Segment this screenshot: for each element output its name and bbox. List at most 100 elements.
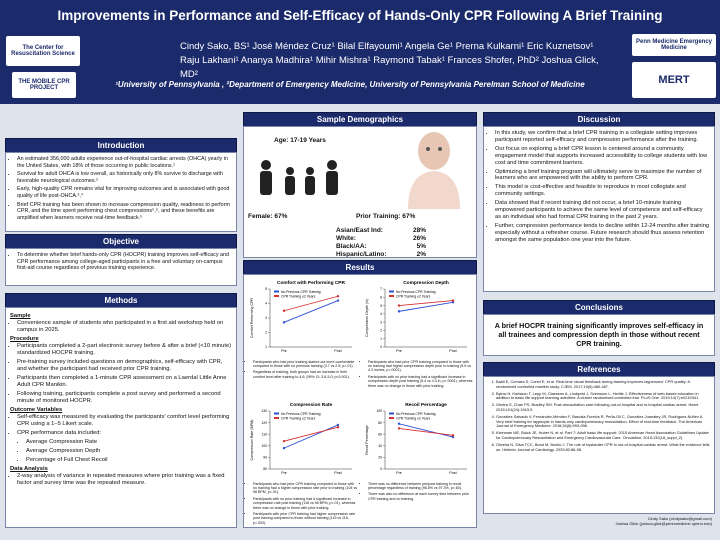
- section-header: Results: [243, 260, 477, 275]
- series-line: [398, 423, 454, 438]
- results-box: Comfort with Performing CPR Comfort Perfo…: [243, 274, 477, 528]
- point: [451, 434, 455, 437]
- legend-swatch: [274, 290, 279, 293]
- y-tick-label: 5: [265, 287, 267, 291]
- legend-swatch: [389, 290, 394, 293]
- chart-title: Compression Depth: [403, 280, 449, 286]
- legend-label: CPR Training ≤2 Years: [396, 416, 431, 420]
- y-tick-label: 80: [263, 467, 267, 471]
- legend-swatch: [389, 417, 394, 419]
- ethnicity-value: 26%: [412, 235, 426, 242]
- note: Participants who had prior training star…: [253, 360, 358, 369]
- chart-notes: There was no difference between pre/post…: [363, 482, 473, 502]
- point: [451, 299, 455, 302]
- ethnicity-row: Black/AA: 5%: [336, 243, 426, 251]
- x-tick-label: Pre: [396, 471, 402, 475]
- y-tick-label: 5: [380, 304, 382, 308]
- legend-swatch: [274, 412, 279, 415]
- note: Participants who had prior CPR training …: [368, 360, 473, 373]
- y-tick-label: 1: [265, 345, 267, 349]
- chart: Compression Rate Compression Rate (BPM) 80…: [250, 402, 352, 475]
- sub-bullet: Percentage of Full Chest Recoil: [26, 457, 232, 464]
- section-header: Methods: [5, 293, 237, 308]
- legend-label: CPR Training ≤2 Years: [281, 416, 316, 420]
- legend-label: No Previous CPR Training: [281, 290, 321, 294]
- note-list: Participants who had prior CPR training …: [363, 360, 473, 388]
- chart-panel: Recoil Percentage Recoil Percentage 0 20 40 6…: [363, 401, 473, 523]
- female: Female: 67%: [248, 213, 288, 220]
- demographics-box: Age: 17-19 Years Female: 67% Prior Train…: [243, 126, 477, 258]
- people-icon: [260, 160, 338, 195]
- chart-notes: Participants who had prior training star…: [248, 360, 358, 380]
- bullet: An estimated 356,000 adults experience o…: [17, 156, 232, 169]
- series-line: [283, 295, 339, 312]
- note: Participants with prior CPR training had…: [253, 512, 358, 525]
- section-header: Conclusions: [483, 300, 715, 315]
- legend-label: CPR Training ≤2 Years: [281, 294, 316, 298]
- logo: The Center for Resuscitation Science: [6, 36, 80, 66]
- authors: Cindy Sako, BS¹ José Méndez Cruz¹ Bilal …: [180, 41, 599, 80]
- bullet: Following training, participants complet…: [17, 391, 232, 405]
- point: [397, 304, 401, 307]
- note: Participants with no prior training had …: [253, 497, 358, 510]
- conclusion-text: A brief HOCPR training significantly imp…: [483, 314, 715, 356]
- bullet: Pre-training survey included questions o…: [17, 359, 232, 373]
- note: Regardless of training, both groups had …: [253, 370, 358, 379]
- bullet-list: Self-efficacy was measured by evaluating…: [10, 414, 232, 437]
- contact: Cindy Sako (cindysako@gmail.com) Joshua …: [560, 516, 712, 526]
- ethnicity-label: Asian/East Ind:: [336, 227, 383, 234]
- chart-notes: Participants who had prior CPR training …: [248, 482, 358, 526]
- poster-title: Improvements in Performance and Self-Eff…: [57, 8, 663, 23]
- y-tick-label: 4: [380, 312, 382, 316]
- bullet: CPR performance data included:: [17, 430, 232, 437]
- legend-label: No Previous CPR Training: [281, 412, 321, 416]
- logo: THE MOBILE CPR PROJECT: [12, 72, 76, 98]
- chart-notes: Participants who had prior CPR training …: [363, 360, 473, 388]
- section-body: In this study, we confirm that a brief C…: [483, 126, 715, 292]
- y-tick-label: 130: [261, 409, 267, 413]
- section-header: Introduction: [5, 138, 237, 153]
- series-line: [283, 300, 339, 323]
- point: [282, 439, 286, 443]
- sub-bullet: Average Compression Rate: [26, 439, 232, 446]
- section-body: An estimated 356,000 adults experience o…: [5, 152, 237, 232]
- sub-list: Average Compression Rate Average Compress…: [10, 439, 232, 464]
- y-tick-label: 20: [378, 456, 382, 460]
- x-tick-label: Pre: [396, 349, 402, 353]
- chart-title: Comfort with Performing CPR: [277, 280, 345, 286]
- series-line: [283, 424, 339, 449]
- x-tick-label: Pre: [281, 349, 287, 353]
- y-tick-label: 4: [265, 302, 267, 306]
- point: [336, 423, 340, 427]
- point: [397, 427, 401, 430]
- x-tick-label: Pre: [281, 471, 287, 475]
- subheading: Sample: [10, 313, 31, 319]
- bullet: Survival for adult OHCA is low overall, …: [17, 171, 232, 184]
- y-tick-label: 1: [380, 337, 382, 341]
- section-body: SampleConvenience sample of students who…: [5, 307, 237, 528]
- note: There was no difference between pre/post…: [368, 482, 473, 491]
- x-tick-label: Post: [334, 471, 341, 475]
- chart: Compression Depth Compression Depth (in) 0…: [365, 280, 467, 353]
- series-line: [398, 301, 454, 312]
- note-list: Participants who had prior CPR training …: [248, 482, 358, 526]
- bullet: Participants then completed a 1-minute C…: [17, 375, 232, 389]
- y-tick-label: 40: [378, 444, 382, 448]
- sub-bullet: Average Compression Depth: [26, 448, 232, 455]
- chart-title: Compression Rate: [290, 402, 333, 408]
- point: [397, 422, 401, 425]
- bullet: To determine whether brief hands-only CP…: [17, 252, 232, 272]
- chart: Comfort with Performing CPR Comfort Perfo…: [250, 280, 352, 353]
- chart-panel: Compression Depth Compression Depth (in) 0…: [363, 279, 473, 401]
- contact-line: Cindy Sako (cindysako@gmail.com): [647, 516, 712, 521]
- y-axis-label: Compression Rate (BPM): [250, 420, 254, 461]
- ethnicity: Asian/East Ind: 28% White: 26% Black/AA: 5% Hi…: [336, 227, 426, 257]
- note-list: There was no difference between pre/post…: [363, 482, 473, 502]
- y-tick-label: 7: [380, 287, 382, 291]
- references-box: Baldi E, Cornara S, Contri E, et al. Rea…: [483, 376, 715, 514]
- ethnicity-value: 28%: [412, 227, 426, 234]
- chart-panel: Comfort with Performing CPR Comfort Perfo…: [248, 279, 358, 401]
- prior-training: Prior Training: 67%: [356, 213, 416, 220]
- chart: Recoil Percentage Recoil Percentage 0 20 40 6…: [365, 402, 467, 475]
